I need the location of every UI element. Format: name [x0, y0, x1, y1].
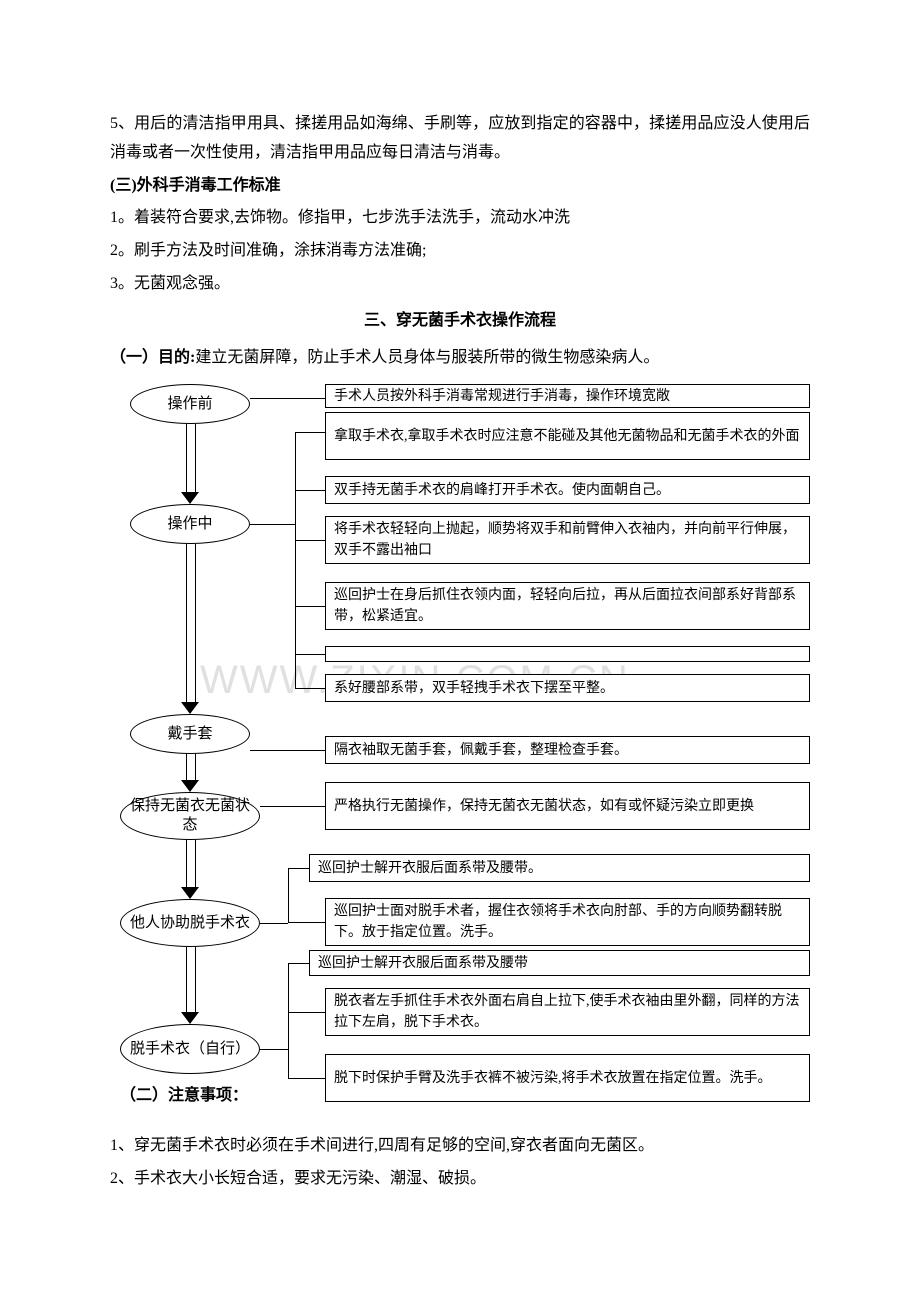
conn-b10: [288, 922, 325, 923]
flowchart: WWW.ZIXIN.COM.CN 操作前 操作中 戴手套 保持无菌衣无菌状态 他…: [110, 384, 810, 1124]
conn-b6: [295, 688, 325, 689]
conn-o4: [260, 806, 325, 807]
box-2: 拿取手术衣,拿取手术衣时应注意不能碰及其他无菌物品和无菌手术衣的外面: [325, 412, 810, 460]
arrow-2: [183, 544, 197, 714]
conn-b13: [288, 1078, 325, 1079]
notes-label: （二）注意事项：: [120, 1082, 248, 1111]
note-2: 2、手术衣大小长短合适，要求无污染、潮湿、破损。: [110, 1165, 810, 1194]
box-1: 手术人员按外科手消毒常规进行手消毒，操作环境宽敞: [325, 384, 810, 408]
box-spacer: [325, 646, 810, 662]
conn-o2-main: [250, 524, 295, 525]
conn-b5: [295, 606, 325, 607]
oval-sterile: 保持无菌衣无菌状态: [120, 792, 260, 840]
box-6: 系好腰部系带，双手轻拽手术衣下摆至平整。: [325, 674, 810, 702]
box-11: 巡回护士解开衣服后面系带及腰带: [309, 950, 810, 976]
conn-o6-main: [260, 1049, 288, 1050]
oval-assist-remove: 他人协助脱手术衣: [120, 899, 260, 947]
conn-b3: [295, 490, 325, 491]
conn-o5-main: [260, 923, 288, 924]
arrow-3: [183, 754, 197, 792]
conn-b11: [288, 963, 309, 964]
box-13: 脱下时保护手臂及洗手衣裤不被污染,将手术衣放置在指定位置。洗手。: [325, 1054, 810, 1102]
bracket-o2-v: [295, 432, 296, 688]
oval-self-remove: 脱手术衣（自行）: [120, 1024, 260, 1074]
paragraph-5: 5、用后的清洁指甲用具、揉搓用品如海绵、手刷等，应放到指定的容器中，揉搓用品应没…: [110, 110, 810, 168]
oval-before: 操作前: [130, 384, 250, 424]
subsection-3-title: (三)外科手消毒工作标准: [110, 172, 810, 201]
oval-during: 操作中: [130, 504, 250, 544]
box-4: 将手术衣轻轻向上抛起，顺势将双手和前臂伸入衣袖内，并向前平行伸展，双手不露出袖口: [325, 516, 810, 564]
item-3: 3。无菌观念强。: [110, 270, 810, 299]
item-2: 2。刷手方法及时间准确，涂抹消毒方法准确;: [110, 237, 810, 266]
conn-b9: [288, 868, 309, 869]
box-5: 巡回护士在身后抓住衣领内面，轻轻向后拉，再从后面拉衣间部系好背部系带，松紧适宜。: [325, 582, 810, 630]
bracket-o6-v: [288, 963, 289, 1078]
section-3-title: 三、穿无菌手术衣操作流程: [110, 307, 810, 336]
purpose-line: （一）目的:建立无菌屏障，防止手术人员身体与服装所带的微生物感染病人。: [110, 344, 810, 373]
conn-b2: [295, 432, 325, 433]
conn-o3: [250, 750, 325, 751]
box-8: 严格执行无菌操作，保持无菌衣无菌状态，如有或怀疑污染立即更换: [325, 782, 810, 830]
box-9: 巡回护士解开衣服后面系带及腰带。: [309, 854, 810, 882]
purpose-label: （一）目的:: [110, 349, 195, 366]
box-12: 脱衣者左手抓住手术衣外面右肩自上拉下,使手术衣袖由里外翻，同样的方法拉下左肩，脱…: [325, 988, 810, 1036]
arrow-4: [183, 840, 197, 899]
item-1: 1。着装符合要求,去饰物。修指甲，七步洗手法洗手，流动水冲洗: [110, 204, 810, 233]
oval-gloves: 戴手套: [130, 714, 250, 754]
conn-bspacer: [295, 654, 325, 655]
arrow-5: [183, 947, 197, 1024]
conn-b12: [288, 1012, 325, 1013]
purpose-text: 建立无菌屏障，防止手术人员身体与服装所带的微生物感染病人。: [195, 349, 659, 366]
box-10: 巡回护士面对脱手术者，握住衣领将手术衣向肘部、手的方向顺势翻转脱下。放于指定位置…: [325, 898, 810, 946]
note-1: 1、穿无菌手术衣时必须在手术间进行,四周有足够的空间,穿衣者面向无菌区。: [110, 1132, 810, 1161]
conn-o1: [250, 398, 325, 399]
arrow-1: [183, 424, 197, 504]
bracket-o5-v: [288, 868, 289, 922]
box-7: 隔衣袖取无菌手套，佩戴手套，整理检查手套。: [325, 736, 810, 764]
conn-b4: [295, 540, 325, 541]
box-3: 双手持无菌手术衣的肩峰打开手术衣。使内面朝自己。: [325, 476, 810, 504]
